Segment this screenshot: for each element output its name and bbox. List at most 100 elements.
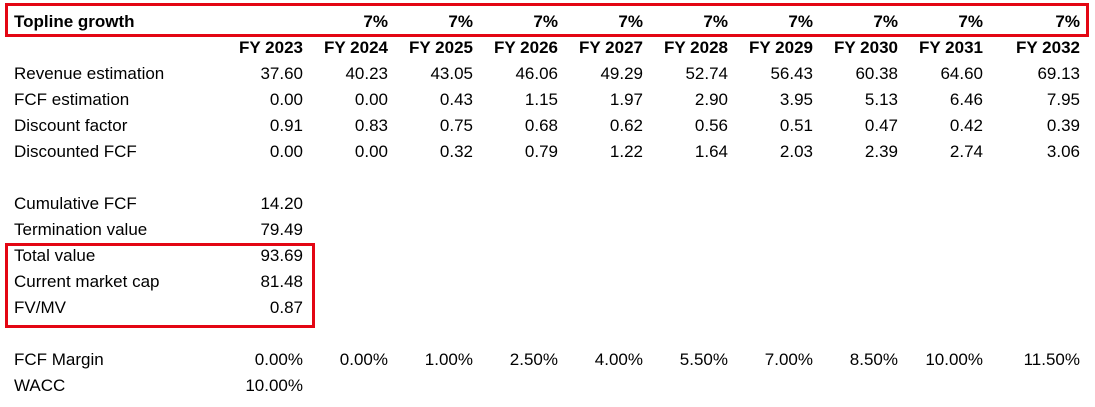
value-cell[interactable]: 1.64 — [694, 142, 728, 161]
value-cell[interactable]: 0.62 — [609, 116, 643, 135]
year-header[interactable]: FY 2032 — [1016, 38, 1080, 57]
growth-cell[interactable]: 7% — [448, 12, 473, 31]
value-cell[interactable]: 5.13 — [864, 90, 898, 109]
value-cell[interactable]: 69.13 — [1037, 64, 1080, 83]
value-cell[interactable]: 43.05 — [430, 64, 473, 83]
row-label[interactable]: FCF Margin — [14, 350, 104, 369]
value-cell[interactable]: 0.83 — [354, 116, 388, 135]
growth-cell[interactable]: 7% — [533, 12, 558, 31]
value-cell[interactable]: 0.00 — [354, 90, 388, 109]
discount-factor-row: Discount factor 0.91 0.83 0.75 0.68 0.62… — [0, 113, 1095, 139]
value-cell[interactable]: 2.03 — [779, 142, 813, 161]
value-cell[interactable]: 79.49 — [260, 220, 303, 239]
topline-growth-row: Topline growth 7% 7% 7% 7% 7% 7% 7% 7% 7… — [0, 9, 1095, 35]
value-cell[interactable]: 0.47 — [864, 116, 898, 135]
growth-cell[interactable]: 7% — [703, 12, 728, 31]
fcf-row: FCF estimation 0.00 0.00 0.43 1.15 1.97 … — [0, 87, 1095, 113]
growth-cell[interactable]: 7% — [788, 12, 813, 31]
value-cell[interactable]: 0.00% — [339, 350, 388, 369]
value-cell[interactable]: 0.68 — [524, 116, 558, 135]
value-cell[interactable]: 60.38 — [855, 64, 898, 83]
value-cell[interactable]: 0.56 — [694, 116, 728, 135]
value-cell[interactable]: 6.46 — [949, 90, 983, 109]
value-cell[interactable]: 1.22 — [609, 142, 643, 161]
value-cell[interactable]: 8.50% — [849, 350, 898, 369]
value-cell[interactable]: 0.39 — [1046, 116, 1080, 135]
row-label[interactable]: Total value — [14, 246, 96, 265]
value-cell[interactable]: 46.06 — [515, 64, 558, 83]
row-label[interactable]: Discounted FCF — [14, 142, 137, 161]
value-cell[interactable]: 40.23 — [345, 64, 388, 83]
row-label[interactable]: Current market cap — [14, 272, 160, 291]
growth-cell[interactable]: 7% — [618, 12, 643, 31]
value-cell[interactable]: 0.42 — [949, 116, 983, 135]
value-cell[interactable]: 52.74 — [685, 64, 728, 83]
value-cell[interactable]: 10.00% — [245, 376, 303, 395]
value-cell[interactable]: 1.97 — [609, 90, 643, 109]
value-cell[interactable]: 0.79 — [524, 142, 558, 161]
value-cell[interactable]: 2.39 — [864, 142, 898, 161]
value-cell[interactable]: 2.50% — [509, 350, 558, 369]
value-cell[interactable]: 0.87 — [269, 298, 303, 317]
year-header[interactable]: FY 2028 — [664, 38, 728, 57]
value-cell[interactable]: 3.06 — [1046, 142, 1080, 161]
value-cell[interactable]: 0.75 — [439, 116, 473, 135]
row-label[interactable]: Discount factor — [14, 116, 128, 135]
value-cell[interactable]: 64.60 — [940, 64, 983, 83]
value-cell[interactable]: 1.00% — [424, 350, 473, 369]
value-cell[interactable]: 5.50% — [679, 350, 728, 369]
year-header[interactable]: FY 2023 — [239, 38, 303, 57]
value-cell[interactable]: 93.69 — [260, 246, 303, 265]
row-label[interactable]: WACC — [14, 376, 66, 395]
fv-mv-row: FV/MV 0.87 — [0, 295, 1095, 321]
topline-growth-label[interactable]: Topline growth — [14, 12, 135, 31]
total-value-row: Total value 93.69 — [0, 243, 1095, 269]
row-label[interactable]: FV/MV — [14, 298, 66, 317]
value-cell[interactable]: 81.48 — [260, 272, 303, 291]
year-header[interactable]: FY 2027 — [579, 38, 643, 57]
value-cell[interactable]: 37.60 — [260, 64, 303, 83]
row-label[interactable]: Revenue estimation — [14, 64, 165, 83]
cumulative-fcf-row: Cumulative FCF 14.20 — [0, 191, 1095, 217]
market-cap-row: Current market cap 81.48 — [0, 269, 1095, 295]
value-cell[interactable]: 0.51 — [779, 116, 813, 135]
value-cell[interactable]: 7.00% — [764, 350, 813, 369]
value-cell[interactable]: 1.15 — [524, 90, 558, 109]
termination-value-row: Termination value 79.49 — [0, 217, 1095, 243]
year-header[interactable]: FY 2031 — [919, 38, 983, 57]
wacc-row: WACC 10.00% — [0, 373, 1095, 399]
value-cell[interactable]: 2.90 — [694, 90, 728, 109]
discounted-fcf-row: Discounted FCF 0.00 0.00 0.32 0.79 1.22 … — [0, 139, 1095, 165]
year-header[interactable]: FY 2025 — [409, 38, 473, 57]
growth-cell[interactable]: 7% — [1055, 12, 1080, 31]
row-label[interactable]: FCF estimation — [14, 90, 130, 109]
value-cell[interactable]: 11.50% — [1023, 350, 1080, 369]
value-cell[interactable]: 7.95 — [1046, 90, 1080, 109]
row-label[interactable]: Termination value — [14, 220, 148, 239]
value-cell[interactable]: 0.00 — [354, 142, 388, 161]
value-cell[interactable]: 0.00 — [269, 142, 303, 161]
fcf-margin-row: FCF Margin 0.00% 0.00% 1.00% 2.50% 4.00%… — [0, 347, 1095, 373]
value-cell[interactable]: 0.00% — [254, 350, 303, 369]
year-header[interactable]: FY 2030 — [834, 38, 898, 57]
value-cell[interactable]: 3.95 — [779, 90, 813, 109]
value-cell[interactable]: 0.43 — [439, 90, 473, 109]
value-cell[interactable]: 4.00% — [594, 350, 643, 369]
value-cell[interactable]: 0.32 — [439, 142, 473, 161]
value-cell[interactable]: 56.43 — [770, 64, 813, 83]
value-cell[interactable]: 14.20 — [260, 194, 303, 213]
value-cell[interactable]: 0.91 — [269, 116, 303, 135]
value-cell[interactable]: 49.29 — [600, 64, 643, 83]
value-cell[interactable]: 2.74 — [949, 142, 983, 161]
revenue-row: Revenue estimation 37.60 40.23 43.05 46.… — [0, 61, 1095, 87]
growth-cell[interactable]: 7% — [958, 12, 983, 31]
value-cell[interactable]: 0.00 — [269, 90, 303, 109]
row-label[interactable]: Cumulative FCF — [14, 194, 137, 213]
year-header[interactable]: FY 2024 — [324, 38, 388, 57]
year-header[interactable]: FY 2029 — [749, 38, 813, 57]
year-header[interactable]: FY 2026 — [494, 38, 558, 57]
growth-cell[interactable]: 7% — [873, 12, 898, 31]
value-cell[interactable]: 10.00% — [925, 350, 983, 369]
growth-cell[interactable]: 7% — [363, 12, 388, 31]
